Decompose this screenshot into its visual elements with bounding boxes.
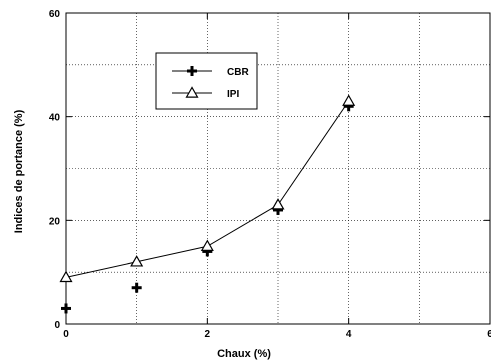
x-axis-title: Chaux (%) bbox=[217, 348, 271, 360]
x-tick-label: 2 bbox=[205, 329, 211, 340]
legend-marker bbox=[185, 86, 199, 98]
series-ipi bbox=[59, 94, 356, 283]
data-point-ipi bbox=[200, 239, 214, 251]
y-tick-label: 40 bbox=[49, 113, 61, 124]
y-tick-label: 20 bbox=[49, 216, 61, 227]
data-point-ipi bbox=[271, 198, 285, 210]
y-tick-label: 60 bbox=[49, 9, 61, 20]
legend-label: CBR bbox=[227, 67, 249, 78]
legend-marker bbox=[187, 66, 197, 76]
x-tick-label: 0 bbox=[63, 329, 69, 340]
y-axis-title: Indices de portance (%) bbox=[13, 109, 25, 233]
legend-box bbox=[155, 52, 258, 110]
y-tick-label: 0 bbox=[54, 320, 60, 331]
data-point-cbr bbox=[61, 303, 71, 314]
plot-frame bbox=[65, 12, 491, 325]
data-point-ipi bbox=[59, 270, 73, 283]
x-tick-label: 4 bbox=[346, 329, 352, 340]
data-point-ipi bbox=[130, 255, 144, 267]
legend-entry-cbr: CBR bbox=[172, 66, 249, 78]
legend-entry-ipi: IPI bbox=[172, 86, 239, 100]
legend: CBR IPI bbox=[155, 52, 258, 110]
series bbox=[59, 94, 356, 314]
legend-label: IPI bbox=[227, 89, 239, 100]
data-point-cbr bbox=[131, 282, 142, 293]
grid bbox=[66, 13, 490, 324]
legend-entries: CBR IPI bbox=[172, 66, 249, 100]
x-tick-label: 6 bbox=[487, 329, 491, 340]
data-point-ipi bbox=[342, 94, 356, 106]
